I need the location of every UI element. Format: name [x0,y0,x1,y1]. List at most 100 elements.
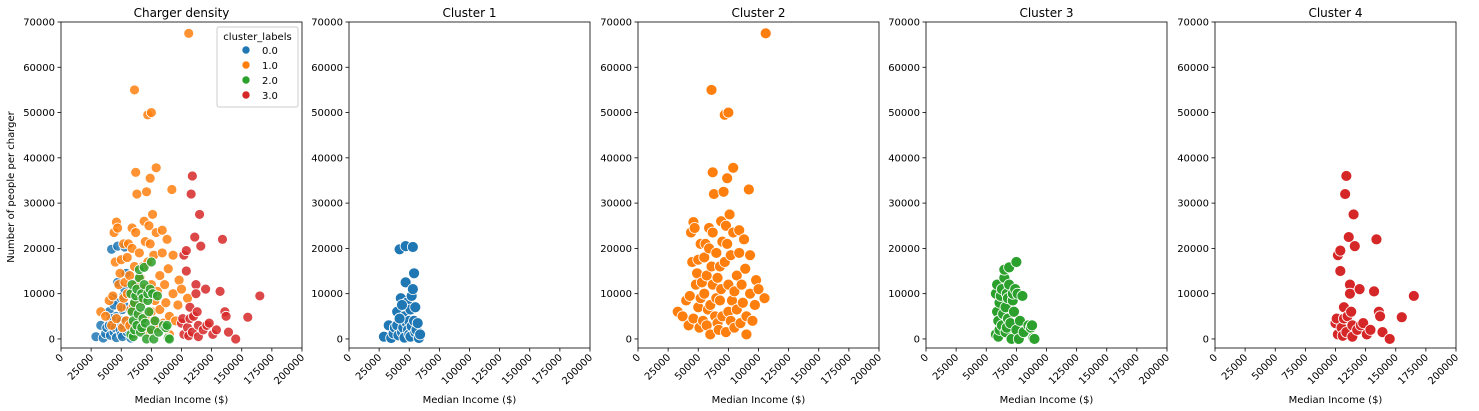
x-tick-label: 25000 [66,352,96,382]
legend-item: 3.0 [241,90,278,102]
legend-label: 3.0 [262,91,278,102]
y-tick-label: 50000 [600,108,632,119]
data-point-cluster-3 [180,265,192,277]
data-point-cluster-1 [124,270,136,281]
y-tick-label: 50000 [888,108,920,119]
data-point-cluster-1 [166,184,178,195]
y-tick-label: 40000 [888,153,920,164]
legend-item: 0.0 [241,45,278,57]
x-tick-label: 100000 [729,352,764,387]
data-point [698,251,711,264]
data-point-cluster-2 [161,319,173,331]
data-point-cluster-3 [190,288,202,300]
y-tick-label: 70000 [600,18,632,29]
x-tick-label: 125000 [1336,352,1371,387]
data-point-cluster-1 [161,233,173,245]
x-tick-label: 200000 [1137,352,1172,387]
data-point [740,328,753,341]
data-point [1376,326,1389,339]
y-tick-label: 30000 [311,199,343,210]
data-point-cluster-3 [220,310,232,322]
legend: cluster_labels 0.0 1.0 2.0 3.0 [216,26,299,108]
data-point [742,183,755,196]
x-tick-label: 0 [54,352,66,364]
chart-panel-3: Cluster 2 0 10000 20000 30000 40000 50000 60000… [600,6,884,406]
legend-label: 0.0 [262,46,278,57]
data-point-cluster-1 [156,224,168,236]
data-point [720,219,732,232]
data-point [705,84,718,96]
plot-frame [1214,21,1457,349]
x-axis-label: Median Income ($) [1000,395,1094,406]
data-point [1364,323,1377,336]
legend-title: cluster_labels [223,32,291,43]
data-point [730,269,743,282]
data-point-cluster-1 [173,274,185,286]
data-point [1334,244,1347,257]
chart-panel-4: Cluster 3 0 10000 20000 30000 40000 50000 60000… [888,6,1172,406]
x-tick-label: 0 [919,352,931,364]
data-point [710,247,723,259]
data-point-cluster-3 [242,311,254,323]
x-tick-label: 0 [1208,352,1220,364]
data-point [727,161,740,174]
data-point [714,294,726,307]
data-point [706,166,719,179]
legend-box [216,26,299,108]
chart-title: Cluster 2 [731,6,785,20]
data-point [1374,310,1386,323]
data-point [1407,290,1420,302]
data-point-cluster-3 [180,245,192,257]
chart-panel-1: Charger density 0 10000 20000 30000 40000 5000… [23,6,307,406]
data-point-cluster-1 [176,283,187,295]
data-point [396,299,408,311]
data-point [1016,290,1029,302]
data-point-cluster-3 [195,240,207,252]
x-tick-label: 150000 [1077,352,1112,387]
data-point [744,249,756,262]
x-tick-label: 175000 [242,352,277,387]
x-axis-label: Median Income ($) [1289,395,1383,406]
data-point-cluster-1 [115,301,127,313]
data-point-cluster-1 [100,310,111,322]
data-point [1026,319,1038,332]
x-tick-label: 200000 [1426,352,1461,387]
x-tick-label: 175000 [1107,352,1142,387]
y-tick-label: 70000 [311,18,343,29]
y-tick-label: 60000 [311,63,343,74]
data-point-cluster-2 [164,333,175,345]
data-point [1370,233,1383,246]
x-tick-label: 100000 [440,352,475,387]
y-axis-label: Number of people per charger [6,110,17,262]
data-point-cluster-1 [107,290,119,302]
data-point [746,314,759,327]
data-point [752,283,765,296]
plot-frame [925,21,1168,349]
data-point [409,301,422,314]
data-point-cluster-1 [111,313,122,324]
data-point-cluster-3 [211,324,222,336]
data-point [1345,305,1358,318]
data-point-cluster-3 [254,290,266,302]
data-point-cluster-1 [162,263,174,275]
data-point [721,172,734,185]
data-point-cluster-1 [144,238,156,250]
y-tick-label: 40000 [311,153,343,164]
x-tick-label: 125000 [759,352,794,387]
legend-marker [241,45,251,55]
data-point-cluster-1 [167,288,179,300]
y-tick-label: 50000 [311,108,343,119]
y-tick-label: 0 [1203,334,1209,345]
data-point-cluster-1 [147,209,158,220]
data-point-cluster-1 [160,297,172,309]
data-point [1344,287,1356,300]
y-tick-label: 20000 [888,244,920,255]
data-point [1028,333,1041,345]
x-axis-label: Median Income ($) [423,395,517,406]
x-tick-label: 50000 [961,352,991,382]
data-point [406,241,419,253]
data-point-cluster-1 [130,227,142,238]
y-tick-label: 10000 [1177,289,1209,300]
chart-panel-5: Cluster 4 0 10000 20000 30000 40000 50000 60000… [1177,6,1461,406]
data-point [723,208,736,221]
